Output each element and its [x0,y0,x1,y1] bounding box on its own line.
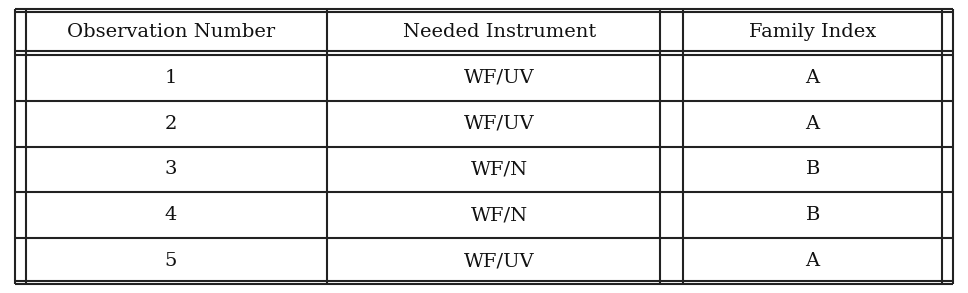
Text: Observation Number: Observation Number [67,23,275,41]
Text: WF/N: WF/N [470,161,529,178]
Text: Family Index: Family Index [749,23,876,41]
Text: 2: 2 [165,115,177,132]
Text: WF/UV: WF/UV [465,115,534,132]
Text: 1: 1 [165,69,177,87]
Text: WF/N: WF/N [470,206,529,224]
Text: Needed Instrument: Needed Instrument [403,23,596,41]
Text: 3: 3 [165,161,177,178]
Text: B: B [805,206,820,224]
Text: A: A [805,69,820,87]
Text: WF/UV: WF/UV [465,69,534,87]
Text: WF/UV: WF/UV [465,252,534,270]
Text: 5: 5 [165,252,177,270]
Text: B: B [805,161,820,178]
Text: A: A [805,115,820,132]
Text: 4: 4 [165,206,177,224]
Text: A: A [805,252,820,270]
